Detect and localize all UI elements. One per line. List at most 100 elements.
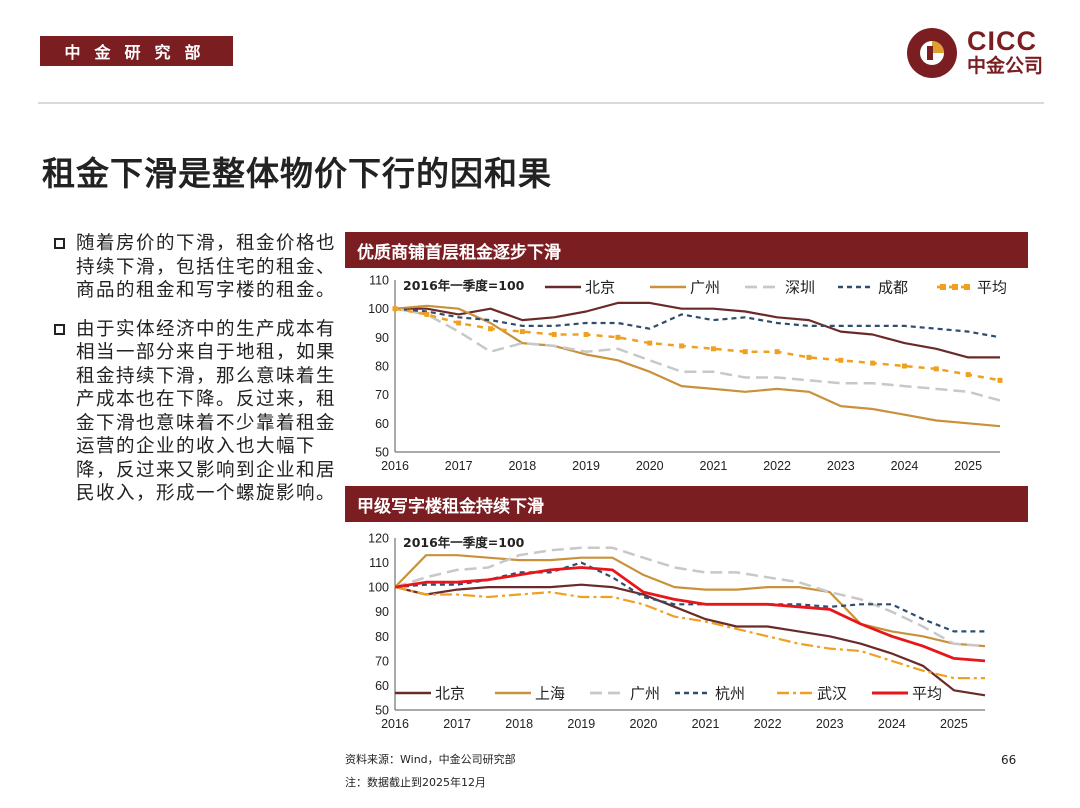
series-point-平均 [933,366,939,372]
series-point-平均 [551,331,557,337]
series-point-平均 [519,329,525,335]
legend-label-平均: 平均 [977,279,1007,297]
bullet-square-icon [54,238,65,249]
y-tick-label: 80 [375,630,389,644]
y-tick-label: 110 [369,556,389,570]
y-tick-label: 80 [375,360,389,374]
legend-label-深圳: 深圳 [785,279,815,297]
series-line-北京 [394,583,986,697]
legend-marker-平均 [964,284,970,290]
header-divider [38,102,1044,104]
index-base-note: 2016年一季度=100 [403,278,525,293]
series-point-平均 [774,349,780,355]
y-tick-label: 70 [375,388,389,402]
series-line-广州 [394,304,1001,428]
series-point-平均 [392,306,398,312]
y-tick-label: 90 [375,605,389,619]
chart1-title: 优质商铺首层租金逐步下滑 [345,232,1028,268]
y-tick-label: 100 [368,581,389,595]
y-tick-label: 90 [375,331,389,345]
legend-marker-平均 [952,284,958,290]
legend-label-广州: 广州 [690,279,720,297]
index-base-note: 2016年一季度=100 [403,535,525,550]
series-point-平均 [456,320,462,326]
bullet-text: 由于实体经济中的生产成本有相当一部分来自于地租，如果租金持续下滑，那么意味着生产… [76,318,337,505]
page-number: 66 [1001,753,1017,767]
bullet-item: 随着房价的下滑，租金价格也持续下滑，包括住宅的租金、商品的租金和写字楼的租金。 [54,232,336,303]
series-point-平均 [488,326,494,332]
legend-label-北京: 北京 [585,279,615,297]
bullet-text: 随着房价的下滑，租金价格也持续下滑，包括住宅的租金、商品的租金和写字楼的租金。 [76,233,337,301]
legend-label-武汉: 武汉 [817,685,847,703]
logo-cn-text: 中金公司 [967,55,1044,77]
series-point-平均 [710,346,716,352]
series-point-平均 [615,334,621,340]
cicc-logo-icon [907,28,957,78]
office-rent-chart: 50 60 70 80 90 100 110 120 2016 2017 2018 2019 2020 2… [368,532,986,731]
y-tick-label: 70 [375,654,389,668]
x-tick-label: 2020 [630,717,658,731]
series-point-平均 [997,377,1003,383]
series-line-上海 [394,554,986,648]
series-point-平均 [806,354,812,360]
x-tick-label: 2017 [445,459,473,473]
series-point-平均 [424,311,430,317]
x-tick-label: 2021 [700,459,728,473]
y-tick-label: 100 [368,302,389,316]
x-tick-label: 2018 [505,717,533,731]
legend-label-上海: 上海 [535,685,565,703]
logo-en-text: CICC [967,26,1037,56]
series-point-平均 [647,340,653,346]
y-tick-label: 50 [375,446,389,460]
series-point-平均 [583,331,589,337]
x-tick-label: 2016 [381,459,409,473]
series-line-北京 [395,301,1000,359]
x-tick-label: 2019 [567,717,595,731]
legend-label-成都: 成都 [878,279,908,297]
series-point-平均 [870,360,876,366]
series-line-平均 [394,307,1001,382]
series-line-成都 [394,307,1001,339]
y-tick-label: 60 [375,417,389,431]
bullet-item: 由于实体经济中的生产成本有相当一部分来自于地租，如果租金持续下滑，那么意味着生产… [54,318,336,506]
x-tick-label: 2023 [816,717,844,731]
legend-label-广州: 广州 [630,685,660,703]
series-point-平均 [838,357,844,363]
y-tick-label: 50 [375,704,389,718]
x-tick-label: 2024 [878,717,906,731]
source-note: 资料来源：Wind，中金公司研究部 [345,753,516,766]
legend-marker-平均 [940,284,946,290]
legend-label-杭州: 杭州 [715,685,745,703]
legend-label-北京: 北京 [435,685,465,703]
page-title: 租金下滑是整体物价下行的因和果 [42,154,552,193]
x-tick-label: 2021 [692,717,720,731]
x-tick-label: 2019 [572,459,600,473]
series-point-平均 [679,343,685,349]
series-point-平均 [965,372,971,378]
x-tick-label: 2016 [381,717,409,731]
y-tick-label: 60 [375,679,389,693]
series-line-平均 [394,566,986,663]
series-point-平均 [901,363,907,369]
legend-label-平均: 平均 [912,685,942,703]
chart2-title: 甲级写字楼租金持续下滑 [345,486,1028,522]
data-cutoff-note: 注：数据截止到2025年12月 [345,776,486,789]
x-tick-label: 2022 [763,459,791,473]
x-tick-label: 2025 [954,459,982,473]
series-line-广州 [394,546,986,648]
x-tick-label: 2023 [827,459,855,473]
cicc-logo: CICC 中金公司 [905,26,1055,82]
x-tick-label: 2024 [891,459,919,473]
x-tick-label: 2025 [940,717,968,731]
series-line-武汉 [394,586,985,680]
x-tick-label: 2017 [443,717,471,731]
x-tick-label: 2020 [636,459,664,473]
x-tick-label: 2018 [508,459,536,473]
y-tick-label: 120 [368,532,389,546]
bullet-square-icon [54,323,65,335]
bullet-list: 随着房价的下滑，租金价格也持续下滑，包括住宅的租金、商品的租金和写字楼的租金。 … [54,232,336,521]
y-tick-label: 110 [369,274,389,288]
department-tag: 中金研究部 [40,36,233,66]
series-line-深圳 [394,307,1001,402]
series-line-杭州 [394,561,985,633]
